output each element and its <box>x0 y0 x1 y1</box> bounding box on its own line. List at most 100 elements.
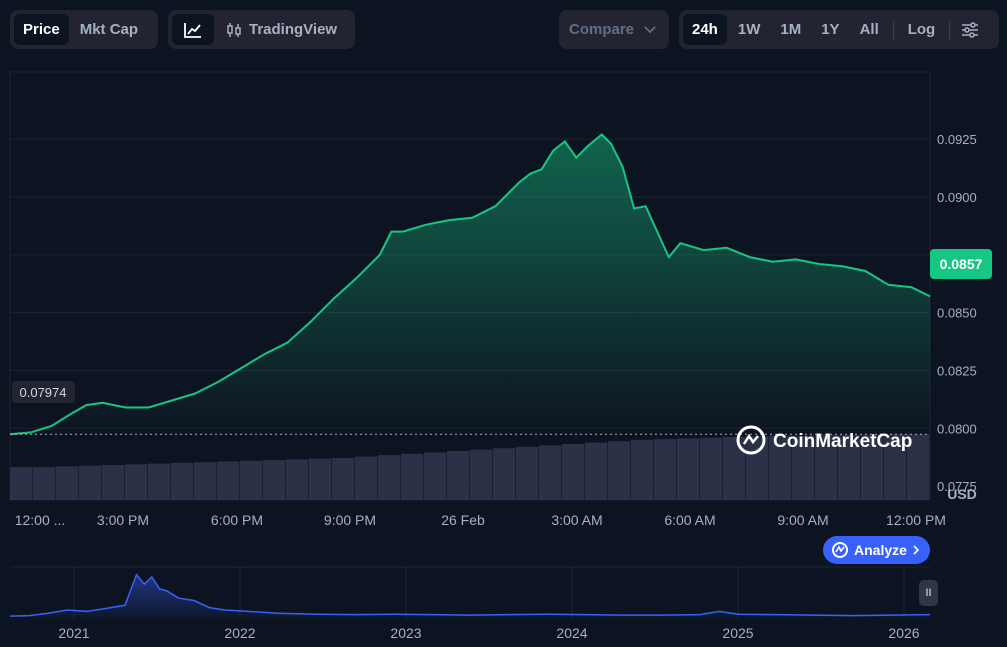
candlestick-icon <box>227 22 241 37</box>
overview-line <box>9 573 931 617</box>
y-tick-label: 0.0900 <box>937 190 977 205</box>
volume-bar <box>378 455 401 500</box>
range-selector: 24h 1W 1M 1Y All Log <box>679 10 999 49</box>
volume-bar <box>792 435 815 500</box>
x-tick-label: 3:00 AM <box>551 512 602 528</box>
x-tick-label: 12:00 PM <box>886 512 946 528</box>
volume-bar <box>493 448 516 500</box>
tradingview-button[interactable]: TradingView <box>216 14 346 45</box>
volume-bar <box>516 446 539 500</box>
volume-bar <box>217 461 240 500</box>
volume-bar <box>240 460 263 500</box>
volume-bar <box>286 459 309 500</box>
sliders-icon <box>962 21 979 38</box>
volume-bar <box>79 465 102 500</box>
volume-bar <box>677 438 700 500</box>
overview-year-label: 2021 <box>58 625 89 641</box>
cmc-logo-icon <box>832 542 848 558</box>
y-tick-label: 0.0775 <box>937 479 977 494</box>
tradingview-label: TradingView <box>249 21 338 38</box>
cmc-logo-icon <box>736 425 766 455</box>
overview-year-label: 2024 <box>556 625 587 641</box>
volume-bar <box>470 449 493 500</box>
range-24h[interactable]: 24h <box>683 14 727 45</box>
range-1w[interactable]: 1W <box>737 21 761 38</box>
volume-bar <box>447 451 470 500</box>
overview-year-label: 2022 <box>224 625 255 641</box>
volume-bar <box>102 465 125 500</box>
chart-settings-button[interactable] <box>955 14 985 45</box>
volume-bar <box>884 434 907 500</box>
current-price-tag <box>930 249 992 279</box>
mktcap-tab[interactable]: Mkt Cap <box>79 21 139 38</box>
volume-bar <box>401 453 424 500</box>
volume-bar <box>562 444 585 500</box>
volume-bar <box>723 437 746 500</box>
overview-year-label: 2026 <box>888 625 919 641</box>
chevron-right-icon <box>913 545 920 555</box>
analyze-label: Analyze <box>854 542 907 558</box>
volume-bar <box>769 435 792 500</box>
volume-bar <box>608 441 631 500</box>
price-type-toggle: Price Mkt Cap <box>10 10 158 49</box>
range-1y[interactable]: 1Y <box>821 21 840 38</box>
volume-bar <box>171 462 194 500</box>
overview-year-label: 2023 <box>390 625 421 641</box>
chevron-down-icon <box>644 25 656 33</box>
range-all[interactable]: All <box>859 21 879 38</box>
line-chart-button[interactable] <box>172 14 214 45</box>
x-tick-label: 6:00 AM <box>664 512 715 528</box>
x-tick-label: 26 Feb <box>441 512 485 528</box>
x-tick-label: 12:00 ... <box>15 512 66 528</box>
volume-bar <box>355 456 378 500</box>
volume-bar <box>194 462 217 500</box>
current-price-label: 0.0857 <box>940 256 983 272</box>
x-tick-label: 9:00 PM <box>324 512 376 528</box>
price-area-fill <box>10 134 930 435</box>
range-divider <box>892 20 894 39</box>
volume-bar <box>309 458 332 500</box>
compare-dropdown[interactable]: Compare <box>559 10 669 49</box>
volume-bar <box>861 434 884 500</box>
watermark-text: CoinMarketCap <box>773 431 912 452</box>
compare-label: Compare <box>569 21 635 38</box>
volume-bar <box>125 464 148 500</box>
y-tick-label: 0.0925 <box>937 132 977 147</box>
y-tick-label: 0.0850 <box>937 306 977 321</box>
settings-divider <box>949 20 951 39</box>
price-tab[interactable]: Price <box>14 14 69 45</box>
analyze-button[interactable]: Analyze <box>823 536 930 564</box>
volume-bar <box>838 434 861 500</box>
volume-bar <box>263 460 286 500</box>
volume-bar <box>654 439 677 500</box>
open-price-label: 0.07974 <box>20 385 67 400</box>
volume-bar <box>148 463 171 500</box>
range-1m[interactable]: 1M <box>780 21 802 38</box>
price-line <box>9 133 931 436</box>
pause-icon: II <box>925 587 932 599</box>
plot-frame <box>9 71 931 501</box>
y-tick-label: 0.0800 <box>937 421 977 436</box>
x-tick-label: 3:00 PM <box>97 512 149 528</box>
chart-type-toggle: TradingView <box>168 10 355 49</box>
coinmarketcap-watermark: CoinMarketCap <box>736 425 912 455</box>
volume-bar <box>700 437 723 500</box>
y-tick-label: 0.0825 <box>937 363 977 378</box>
volume-bar <box>56 466 79 500</box>
line-chart-icon <box>184 22 201 38</box>
volume-bar <box>907 434 930 500</box>
currency-label: USD <box>947 486 977 502</box>
volume-bar <box>10 467 33 500</box>
x-tick-label: 9:00 AM <box>777 512 828 528</box>
volume-bar <box>539 445 562 500</box>
overview-handle[interactable]: II <box>919 580 938 606</box>
y-tick-label: 0.0875 <box>937 248 977 263</box>
volume-bar <box>746 436 769 500</box>
x-tick-label: 6:00 PM <box>211 512 263 528</box>
volume-bar <box>33 467 56 500</box>
open-price-tag <box>12 381 75 403</box>
volume-bar <box>631 439 654 500</box>
log-toggle[interactable]: Log <box>907 21 936 38</box>
volume-bar <box>332 458 355 500</box>
volume-bar <box>585 442 608 500</box>
